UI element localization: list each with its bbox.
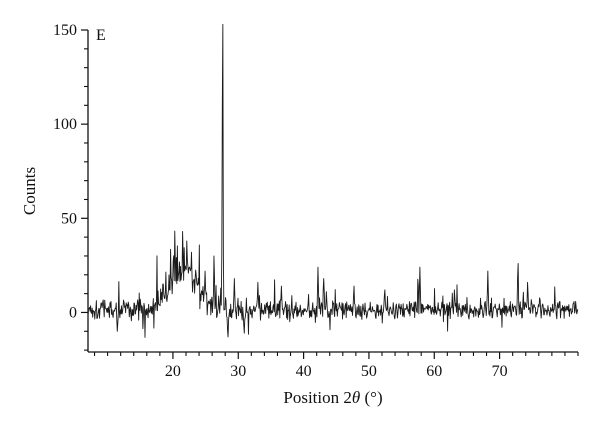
x-tick-label: 30 (230, 363, 246, 380)
y-axis-title: Counts (20, 166, 39, 216)
x-axis-title-theta: θ (351, 388, 361, 407)
y-tick-label: 150 (53, 22, 77, 39)
y-tick-label: 100 (53, 116, 77, 133)
x-axis-title: Position 2θ (°) (283, 388, 382, 408)
x-tick-label: 20 (165, 363, 181, 380)
x-axis-title-prefix: Position 2 (283, 388, 352, 407)
xrd-trace (87, 23, 579, 338)
x-axis-title-suffix: (°) (360, 388, 383, 407)
y-tick-label: 0 (69, 304, 77, 321)
series-annotation-label: E (96, 27, 106, 44)
y-tick-label: 50 (61, 210, 77, 227)
x-tick-label: 50 (361, 363, 377, 380)
x-tick-label: 70 (492, 363, 508, 380)
x-tick-label: 40 (296, 363, 312, 380)
x-tick-label: 60 (426, 363, 442, 380)
